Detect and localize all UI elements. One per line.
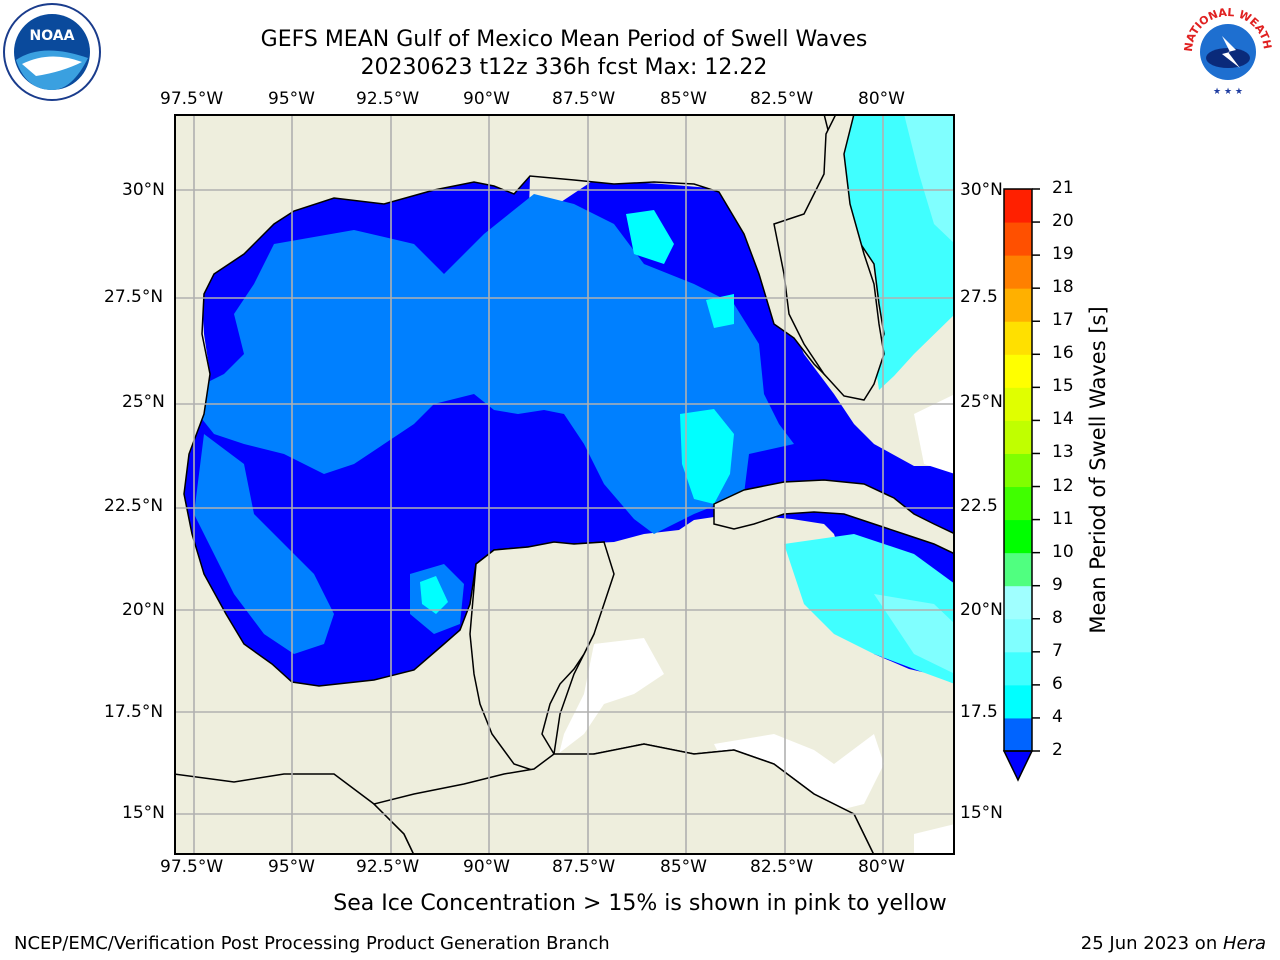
central-america-land xyxy=(372,743,875,855)
colorbar-band xyxy=(1004,321,1032,355)
lon-label: 87.5°W xyxy=(552,857,616,877)
nodata-region xyxy=(914,824,955,855)
lon-label: 92.5°W xyxy=(356,857,420,877)
colorbar-band xyxy=(1004,651,1032,686)
svg-text:★ ★ ★: ★ ★ ★ xyxy=(1213,87,1243,97)
graticule xyxy=(174,114,955,855)
colorbar xyxy=(1002,188,1040,782)
colorbar-band xyxy=(1004,453,1032,488)
lon-label: 90°W xyxy=(463,857,510,877)
lat-label: 22.5°N xyxy=(104,496,164,516)
gulf-mid-water xyxy=(198,194,794,534)
colorbar-tick-label: 12 xyxy=(1052,475,1074,496)
gulf-cyan-patch xyxy=(420,576,448,614)
colorbar-tick-label: 4 xyxy=(1052,706,1063,727)
svg-text:NOAA: NOAA xyxy=(30,28,75,44)
swell-period-map xyxy=(174,114,955,855)
colorbar-tick-label: 8 xyxy=(1052,607,1063,628)
colorbar-band xyxy=(1004,255,1032,289)
footer-branch: NCEP/EMC/Verification Post Processing Pr… xyxy=(14,933,610,954)
colorbar-band xyxy=(1004,618,1032,653)
yucatan-land xyxy=(469,541,615,775)
lon-label: 95°W xyxy=(268,89,315,109)
colorbar-tick-label: 7 xyxy=(1052,640,1063,661)
chart-title: GEFS MEAN Gulf of Mexico Mean Period of … xyxy=(260,27,868,52)
colorbar-tick-label: 11 xyxy=(1052,508,1074,529)
lat-label: 27.5°N xyxy=(104,287,164,307)
lon-label: 85°W xyxy=(660,89,707,109)
colorbar-tick-label: 15 xyxy=(1052,376,1074,397)
lat-label: 20°N xyxy=(122,600,165,620)
lat-label: 30°N xyxy=(122,180,165,200)
colorbar-tick-label: 18 xyxy=(1052,277,1074,298)
colorbar-band xyxy=(1004,684,1032,719)
colorbar-tick-label: 16 xyxy=(1052,343,1074,364)
gulf-cyan-patch xyxy=(626,210,674,264)
lon-label: 95°W xyxy=(268,857,315,877)
colorbar-band xyxy=(1004,189,1032,223)
footer-date-text: 25 Jun 2023 on xyxy=(1080,933,1223,954)
lat-label: 25°N xyxy=(122,392,165,412)
nodata-region xyxy=(914,394,955,474)
lat-label: 17.5 xyxy=(960,702,998,722)
lat-label: 25°N xyxy=(960,392,1003,412)
nodata-region xyxy=(554,638,664,784)
atlantic-lightcyan-water xyxy=(904,114,955,244)
sea-ice-note: Sea Ice Concentration > 15% is shown in … xyxy=(333,891,947,916)
colorbar-tick-label: 2 xyxy=(1052,740,1063,760)
lat-label: 30°N xyxy=(960,180,1003,200)
lat-label: 27.5 xyxy=(960,287,998,307)
lon-label: 82.5°W xyxy=(750,857,814,877)
footer-host: Hera xyxy=(1222,933,1266,954)
colorbar-band xyxy=(1004,486,1032,521)
colorbar-band xyxy=(1004,717,1032,752)
colorbar-tick-label: 20 xyxy=(1052,211,1074,232)
chart-subtitle: 20230623 t12z 336h fcst Max: 12.22 xyxy=(360,55,768,80)
colorbar-ticks xyxy=(1032,188,1040,752)
colorbar-tick-label: 19 xyxy=(1052,244,1074,265)
colorbar-extend-arrow xyxy=(1002,750,1034,782)
colorbar-tick-label: 17 xyxy=(1052,310,1074,331)
lat-label: 22.5 xyxy=(960,496,998,516)
lon-label: 82.5°W xyxy=(750,89,814,109)
lon-label: 87.5°W xyxy=(552,89,616,109)
colorbar-tick-label: 6 xyxy=(1052,673,1063,694)
florida-land xyxy=(773,114,885,401)
cuba-land xyxy=(713,479,955,555)
lon-label: 80°W xyxy=(858,857,905,877)
colorbar-band xyxy=(1004,585,1032,620)
noaa-logo: NOAA xyxy=(2,2,102,102)
lon-label: 97.5°W xyxy=(160,89,224,109)
colorbar-bands xyxy=(1004,189,1032,752)
lon-label: 85°W xyxy=(660,857,707,877)
lon-label: 80°W xyxy=(858,89,905,109)
map-frame xyxy=(174,114,955,855)
colorbar-tick-label: 21 xyxy=(1052,178,1074,198)
gulf-mid-water xyxy=(194,434,334,654)
nws-logo: NATIONAL WEATHER SERVICE ★ ★ ★ xyxy=(1174,0,1278,102)
lat-label: 15°N xyxy=(122,803,165,823)
colorbar-tick-label: 10 xyxy=(1052,541,1074,562)
lon-label: 92.5°W xyxy=(356,89,420,109)
gulf-cyan-patch xyxy=(706,294,734,328)
gulf-cyan-patch xyxy=(680,409,734,504)
lat-label: 15°N xyxy=(960,803,1003,823)
colorbar-band xyxy=(1004,519,1032,554)
colorbar-band xyxy=(1004,420,1032,454)
lat-label: 20°N xyxy=(960,600,1003,620)
lat-label: 17.5°N xyxy=(104,702,164,722)
colorbar-frame xyxy=(1003,188,1033,752)
colorbar-band xyxy=(1004,222,1032,256)
colorbar-band xyxy=(1004,552,1032,587)
lon-label: 90°W xyxy=(463,89,510,109)
colorbar-band xyxy=(1004,354,1032,388)
colorbar-tick-label: 13 xyxy=(1052,442,1074,463)
lon-label: 97.5°W xyxy=(160,857,224,877)
colorbar-band xyxy=(1004,288,1032,322)
colorbar-band xyxy=(1004,387,1032,421)
colorbar-tick-label: 9 xyxy=(1052,574,1063,595)
footer-date: 25 Jun 2023 on Hera xyxy=(1081,933,1266,954)
caribbean-lightcyan-water xyxy=(874,594,955,674)
colorbar-tick-label: 14 xyxy=(1052,409,1074,430)
